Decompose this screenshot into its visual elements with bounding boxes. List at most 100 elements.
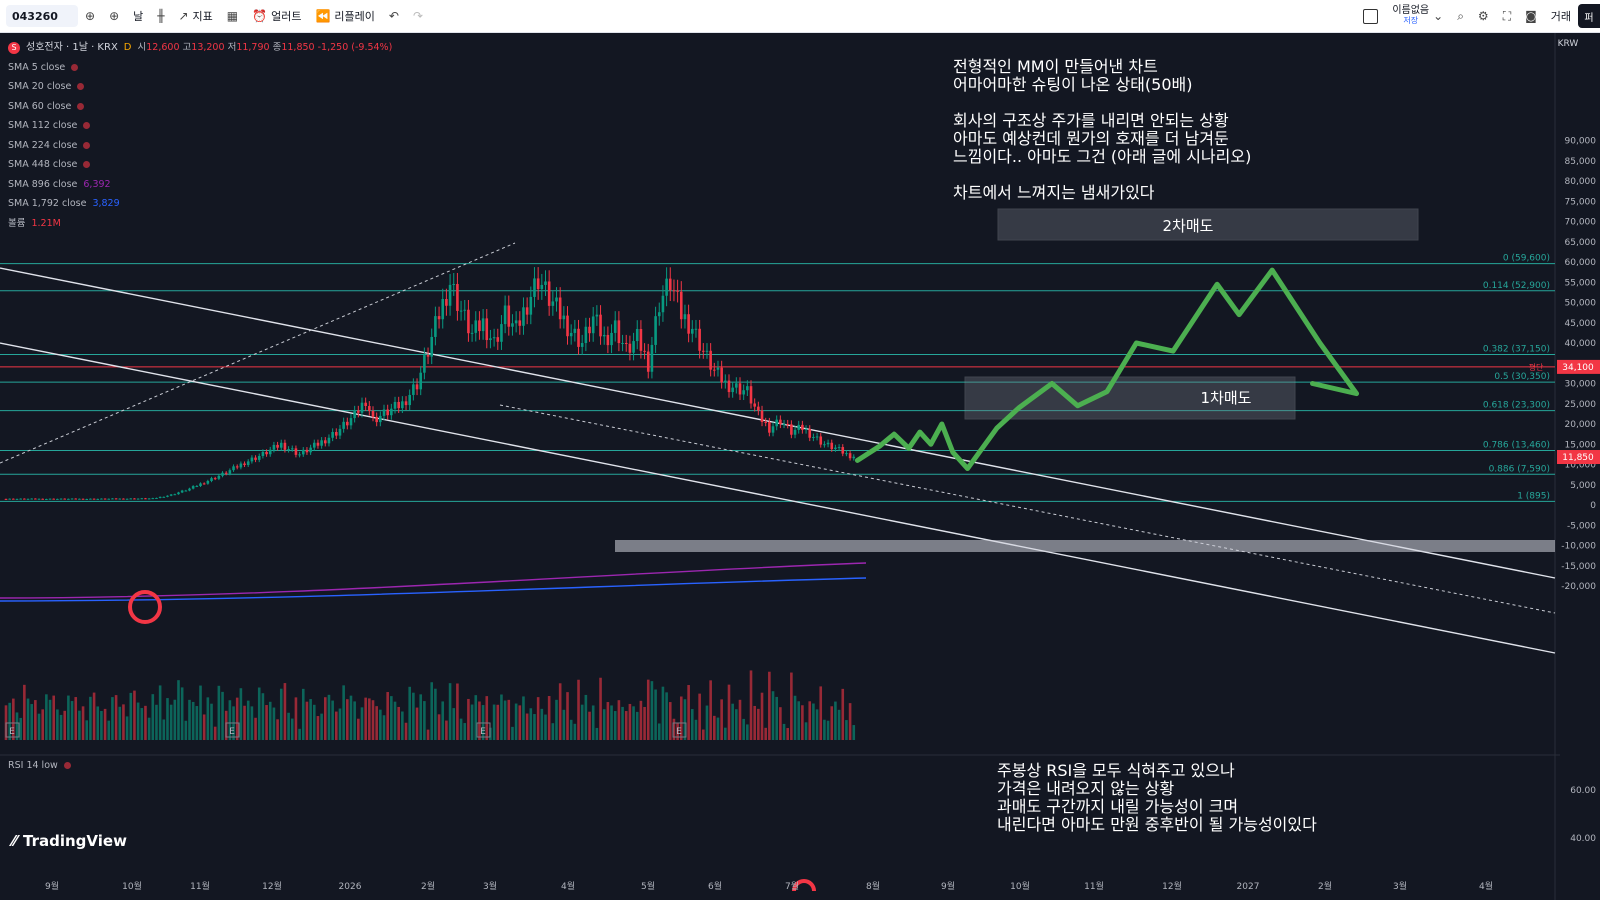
tradingview-logo-icon: ⁄⁄ [12, 832, 18, 850]
candle-body [96, 498, 100, 500]
bottom-annotation: 주봉상 RSI을 모두 식혀주고 있으나 가격은 내려오지 않는 상황 과매도 … [997, 761, 1317, 834]
candle-body [114, 498, 118, 500]
volume-bar [37, 713, 41, 740]
indicator-row[interactable]: SMA 224 close [8, 136, 392, 156]
candle-body [786, 424, 790, 425]
indicator-row[interactable]: SMA 60 close [8, 97, 392, 117]
candle-body [602, 334, 606, 337]
volume-bar [657, 723, 661, 740]
candle-body [459, 310, 463, 312]
candle-body [283, 442, 287, 450]
volume-bar [819, 686, 823, 740]
layout-name: 이름없음 저장 [1392, 6, 1429, 26]
volume-bar [470, 704, 474, 740]
chart-canvas[interactable]: 0 (59,600) 0.114 (52,900) 0.382 (37,150) 0.… [0, 33, 1600, 900]
volume-bar [144, 705, 147, 740]
volume-bar [511, 726, 514, 740]
earnings-marker [225, 722, 240, 738]
volume-bar [246, 700, 250, 740]
candle-body [753, 403, 756, 407]
add-symbol-button[interactable]: ⊕ [102, 0, 126, 32]
volume-bar [133, 690, 136, 740]
volume-bar [78, 710, 81, 740]
candle-body [584, 326, 588, 343]
screenshot-button[interactable]: ◙ [1518, 0, 1544, 32]
fib-level-label: 0.786 (13,460) [1483, 440, 1550, 450]
grid-icon: ▦ [226, 9, 239, 23]
volume-bar [419, 694, 423, 740]
chart-type-button[interactable]: ╫ [150, 0, 171, 32]
volume-bar [797, 701, 801, 740]
volume-bar [646, 679, 650, 740]
volume-bar [283, 683, 287, 740]
volume-bar [173, 699, 177, 740]
volume-bar [408, 686, 411, 740]
symbol-search[interactable]: 043260 [6, 5, 78, 27]
candle-body [4, 498, 8, 500]
candle-body [331, 431, 334, 438]
volume-bar [650, 681, 654, 740]
volume-bar [191, 701, 195, 740]
indicator-row[interactable]: SMA 1,792 close 3,829 [8, 194, 392, 214]
compare-button[interactable]: ⊕ [78, 0, 102, 32]
candle-body [705, 350, 709, 352]
volume-bar [801, 705, 804, 740]
indicator-row[interactable]: SMA 5 close [8, 58, 392, 78]
candle-body [74, 498, 78, 500]
interval-button[interactable]: 날 [126, 0, 150, 32]
settings-button[interactable]: ⚙ [1471, 0, 1496, 32]
volume-bar [533, 714, 536, 740]
volume-bar [430, 682, 434, 740]
volume-bar [467, 698, 470, 740]
candle-body [290, 448, 294, 450]
volume-bar [70, 701, 74, 740]
publish-button[interactable]: 퍼 [1578, 4, 1600, 28]
candle-body [555, 297, 558, 302]
indicator-row[interactable]: SMA 112 close [8, 116, 392, 136]
indicators-button[interactable]: ↗ 지표 [171, 0, 219, 32]
volume-bar [764, 727, 767, 740]
candle-body [823, 444, 826, 446]
replay-label: 리플레이 [334, 10, 375, 23]
candle-body [577, 328, 580, 347]
layout-checkbox[interactable] [1356, 0, 1385, 32]
camera-icon: ◙ [1525, 9, 1537, 23]
indicator-value: 6,392 [83, 178, 111, 190]
fullscreen-button[interactable]: ⛶ [1496, 0, 1518, 32]
volume-bar [562, 709, 566, 740]
layout-name-button[interactable]: 이름없음 저장 ⌄ [1385, 0, 1450, 32]
y-tick-label: 65,000 [1565, 238, 1597, 248]
candle-body [518, 320, 522, 326]
undo-button[interactable]: ↶ [382, 0, 406, 32]
candle-body [485, 318, 489, 341]
volume-bar [320, 713, 323, 740]
candle-body [243, 463, 246, 466]
candle-body [768, 422, 771, 433]
volume-bar [349, 695, 353, 740]
indicator-row[interactable]: SMA 448 close [8, 155, 392, 175]
indicator-row[interactable]: SMA 20 close [8, 77, 392, 97]
candle-body [364, 402, 367, 407]
candle-body [235, 466, 239, 468]
tradingview-logo: ⁄⁄ TradingView [12, 832, 127, 850]
volume-bar [852, 725, 856, 740]
volume-bar [522, 696, 525, 740]
trade-button[interactable]: 거래 [1544, 0, 1578, 32]
candle-body [30, 498, 33, 500]
redo-button[interactable]: ↷ [406, 0, 430, 32]
volume-bar [195, 706, 199, 740]
volume-bar [364, 697, 367, 740]
volume-bar [588, 711, 591, 740]
candle-body [815, 436, 819, 438]
volume-bar [261, 693, 265, 740]
alert-button[interactable]: ⏰ 얼러트 [245, 0, 308, 32]
symbol-title[interactable]: 성호전자 · 1날 · KRX [26, 42, 118, 53]
quick-search-button[interactable]: ⌕ [1450, 0, 1471, 32]
templates-button[interactable]: ▦ [220, 0, 245, 32]
candle-body [430, 336, 434, 357]
volume-bar [815, 709, 819, 740]
indicator-row[interactable]: 볼륨 1.21M [8, 214, 392, 234]
y-tick-label: 30,000 [1565, 380, 1597, 390]
indicator-row[interactable]: SMA 896 close 6,392 [8, 175, 392, 195]
replay-button[interactable]: ⏪ 리플레이 [308, 0, 381, 32]
